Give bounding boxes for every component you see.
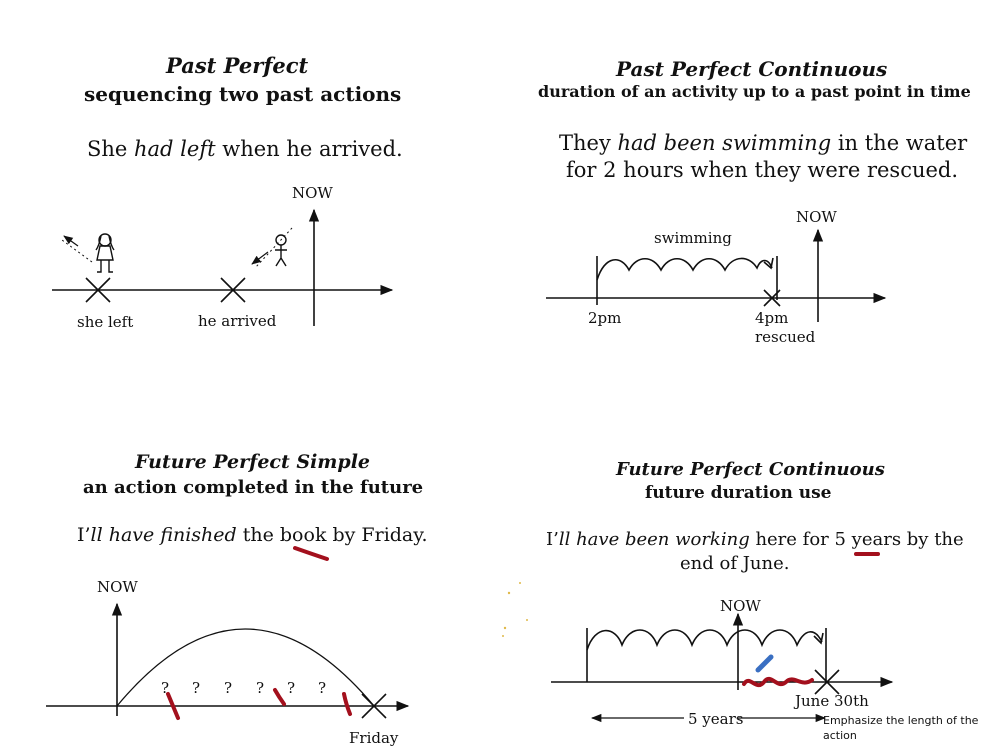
question-mark: ? — [318, 679, 327, 697]
question-mark: ? — [161, 679, 170, 697]
cross-mark — [220, 277, 246, 303]
past-perfect-timeline — [52, 208, 394, 326]
wave-arrowhead — [763, 257, 774, 270]
panel-title: Past Perfect Continuous — [616, 57, 888, 81]
cross-mark — [763, 289, 781, 307]
panel-subtitle: future duration use — [645, 483, 832, 503]
scribble-dots — [502, 582, 528, 637]
question-mark: ? — [256, 679, 265, 697]
panel-subtitle: duration of an activity up to a past poi… — [538, 82, 971, 101]
activity-wave — [586, 629, 823, 651]
now-label: NOW — [292, 184, 333, 202]
example-sentence: She had left when he arrived. — [87, 137, 403, 161]
past-perfect-continuous-timeline — [546, 228, 887, 322]
stick-figure-she — [61, 233, 115, 273]
annotation-note: Emphasize the length of the action — [823, 714, 979, 742]
timeline-label-arrived: he arrived — [198, 312, 277, 330]
cross-mark — [361, 693, 387, 719]
timeline-label-rescued: rescued — [755, 328, 816, 346]
panel-subtitle: an action completed in the future — [83, 477, 424, 498]
question-mark: ? — [224, 679, 233, 697]
red-marker-strokes — [166, 546, 352, 720]
cross-mark — [814, 669, 840, 695]
arc — [116, 628, 375, 707]
panel-subtitle: sequencing two past actions — [84, 82, 402, 106]
timeline-label-end: June 30th — [795, 692, 869, 710]
span-label: 5 years — [688, 710, 744, 728]
now-label: NOW — [720, 597, 761, 615]
now-label: NOW — [796, 208, 837, 226]
example-sentence-line1: I’ll have been working here for 5 years … — [546, 529, 964, 550]
pen-icon — [755, 654, 774, 673]
panel-title: Future Perfect Continuous — [616, 459, 885, 480]
wave-arrowhead — [813, 632, 824, 645]
example-sentence-line1: They had been swimming in the water — [559, 131, 968, 155]
example-sentence: I’ll have finished the book by Friday. — [77, 524, 428, 546]
activity-label: swimming — [654, 229, 732, 247]
future-perfect-simple-timeline — [46, 602, 410, 719]
future-perfect-continuous-timeline — [551, 612, 894, 723]
panel-title: Future Perfect Simple — [135, 451, 371, 473]
now-label: NOW — [97, 578, 138, 596]
example-sentence-line2: end of June. — [680, 553, 790, 574]
panel-title: Past Perfect — [166, 53, 309, 78]
activity-wave — [596, 257, 773, 281]
example-sentence-line2: for 2 hours when they were rescued. — [566, 158, 959, 182]
stick-figure-he — [251, 227, 293, 269]
red-marker-strokes — [742, 552, 880, 688]
question-mark: ? — [192, 679, 201, 697]
timeline-label-left: she left — [77, 313, 134, 331]
cross-mark — [85, 277, 111, 303]
question-mark: ? — [287, 679, 296, 697]
timeline-label-end: 4pm — [755, 309, 789, 327]
stray-dot — [855, 70, 859, 74]
timeline-label-start: 2pm — [588, 309, 622, 327]
timeline-label-end: Friday — [349, 729, 399, 747]
